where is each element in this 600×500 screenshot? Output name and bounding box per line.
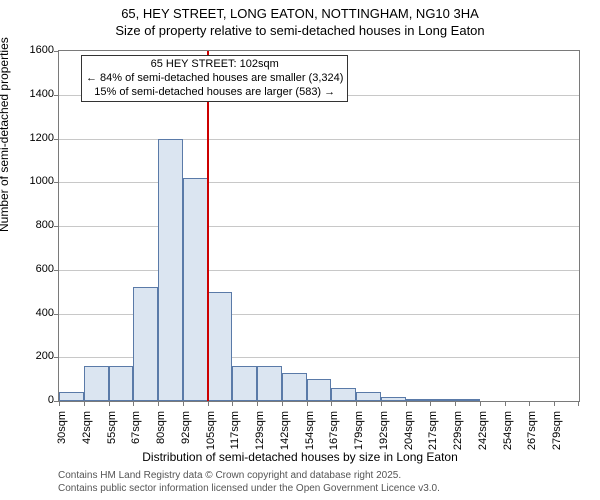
histogram-bar [331, 388, 356, 401]
title-line-1: 65, HEY STREET, LONG EATON, NOTTINGHAM, … [0, 6, 600, 23]
x-tick-mark [455, 401, 456, 406]
x-tick-mark [59, 401, 60, 406]
x-tick-label: 279sqm [551, 411, 563, 461]
x-tick-mark [529, 401, 530, 406]
y-tick-mark [54, 314, 59, 315]
y-tick-mark [54, 95, 59, 96]
grid-line [59, 182, 579, 183]
y-tick-label: 1600 [14, 44, 54, 56]
x-tick-label: 92sqm [180, 411, 192, 461]
x-tick-label: 154sqm [304, 411, 316, 461]
histogram-bar [430, 399, 455, 401]
y-tick-label: 1400 [14, 88, 54, 100]
annotation-line: 15% of semi-detached houses are larger (… [86, 86, 343, 100]
x-tick-mark [356, 401, 357, 406]
footer-line-1: Contains HM Land Registry data © Crown c… [58, 470, 401, 481]
histogram-bar [406, 399, 431, 401]
x-tick-mark [133, 401, 134, 406]
histogram-bar [257, 366, 282, 401]
x-tick-label: 204sqm [403, 411, 415, 461]
x-tick-mark [554, 401, 555, 406]
annotation-box: 65 HEY STREET: 102sqm← 84% of semi-detac… [81, 55, 348, 102]
x-tick-label: 142sqm [279, 411, 291, 461]
histogram-bar [232, 366, 257, 401]
histogram-bar [158, 139, 183, 402]
x-tick-mark [406, 401, 407, 406]
histogram-bar [307, 379, 332, 401]
chart-container: 65, HEY STREET, LONG EATON, NOTTINGHAM, … [0, 0, 600, 500]
x-tick-label: 179sqm [353, 411, 365, 461]
x-tick-label: 105sqm [205, 411, 217, 461]
x-tick-label: 30sqm [56, 411, 68, 461]
grid-line [59, 270, 579, 271]
x-tick-label: 242sqm [477, 411, 489, 461]
y-tick-mark [54, 51, 59, 52]
x-tick-mark [84, 401, 85, 406]
histogram-bar [356, 392, 381, 401]
x-tick-label: 254sqm [502, 411, 514, 461]
footer-line-2: Contains public sector information licen… [58, 483, 440, 494]
histogram-bar [183, 178, 208, 401]
y-axis-label: Number of semi-detached properties [0, 37, 11, 232]
x-tick-mark [109, 401, 110, 406]
annotation-line: 65 HEY STREET: 102sqm [86, 58, 343, 72]
y-tick-label: 1000 [14, 175, 54, 187]
x-tick-mark [307, 401, 308, 406]
x-tick-mark [578, 401, 579, 406]
histogram-bar [84, 366, 109, 401]
x-tick-mark [158, 401, 159, 406]
histogram-bar [133, 287, 158, 401]
titles-block: 65, HEY STREET, LONG EATON, NOTTINGHAM, … [0, 0, 600, 40]
y-tick-mark [54, 139, 59, 140]
y-tick-mark [54, 357, 59, 358]
x-tick-mark [208, 401, 209, 406]
x-tick-label: 267sqm [526, 411, 538, 461]
x-tick-label: 42sqm [81, 411, 93, 461]
y-tick-mark [54, 182, 59, 183]
annotation-line: ← 84% of semi-detached houses are smalle… [86, 72, 343, 86]
x-tick-mark [257, 401, 258, 406]
plot-area: 65 HEY STREET: 102sqm← 84% of semi-detac… [58, 50, 580, 402]
histogram-bar [208, 292, 233, 401]
x-tick-label: 129sqm [254, 411, 266, 461]
x-tick-label: 55sqm [106, 411, 118, 461]
x-tick-label: 229sqm [452, 411, 464, 461]
x-tick-label: 67sqm [130, 411, 142, 461]
x-tick-mark [480, 401, 481, 406]
y-tick-mark [54, 270, 59, 271]
histogram-bar [381, 397, 406, 401]
x-tick-mark [331, 401, 332, 406]
x-tick-label: 217sqm [427, 411, 439, 461]
x-tick-mark [430, 401, 431, 406]
histogram-bar [109, 366, 134, 401]
grid-line [59, 226, 579, 227]
histogram-bar [282, 373, 307, 401]
x-tick-mark [183, 401, 184, 406]
y-tick-label: 800 [14, 219, 54, 231]
x-tick-mark [282, 401, 283, 406]
x-tick-label: 192sqm [378, 411, 390, 461]
x-tick-mark [505, 401, 506, 406]
y-tick-label: 600 [14, 263, 54, 275]
y-tick-label: 1200 [14, 132, 54, 144]
y-tick-label: 400 [14, 307, 54, 319]
x-tick-label: 80sqm [155, 411, 167, 461]
y-tick-label: 200 [14, 350, 54, 362]
reference-line [207, 51, 209, 401]
x-tick-mark [232, 401, 233, 406]
x-tick-mark [381, 401, 382, 406]
grid-line [59, 139, 579, 140]
histogram-bar [455, 399, 480, 401]
x-tick-label: 167sqm [328, 411, 340, 461]
y-tick-label: 0 [14, 394, 54, 406]
histogram-bar [59, 392, 84, 401]
title-line-2: Size of property relative to semi-detach… [0, 23, 600, 40]
x-tick-label: 117sqm [229, 411, 241, 461]
y-tick-mark [54, 226, 59, 227]
